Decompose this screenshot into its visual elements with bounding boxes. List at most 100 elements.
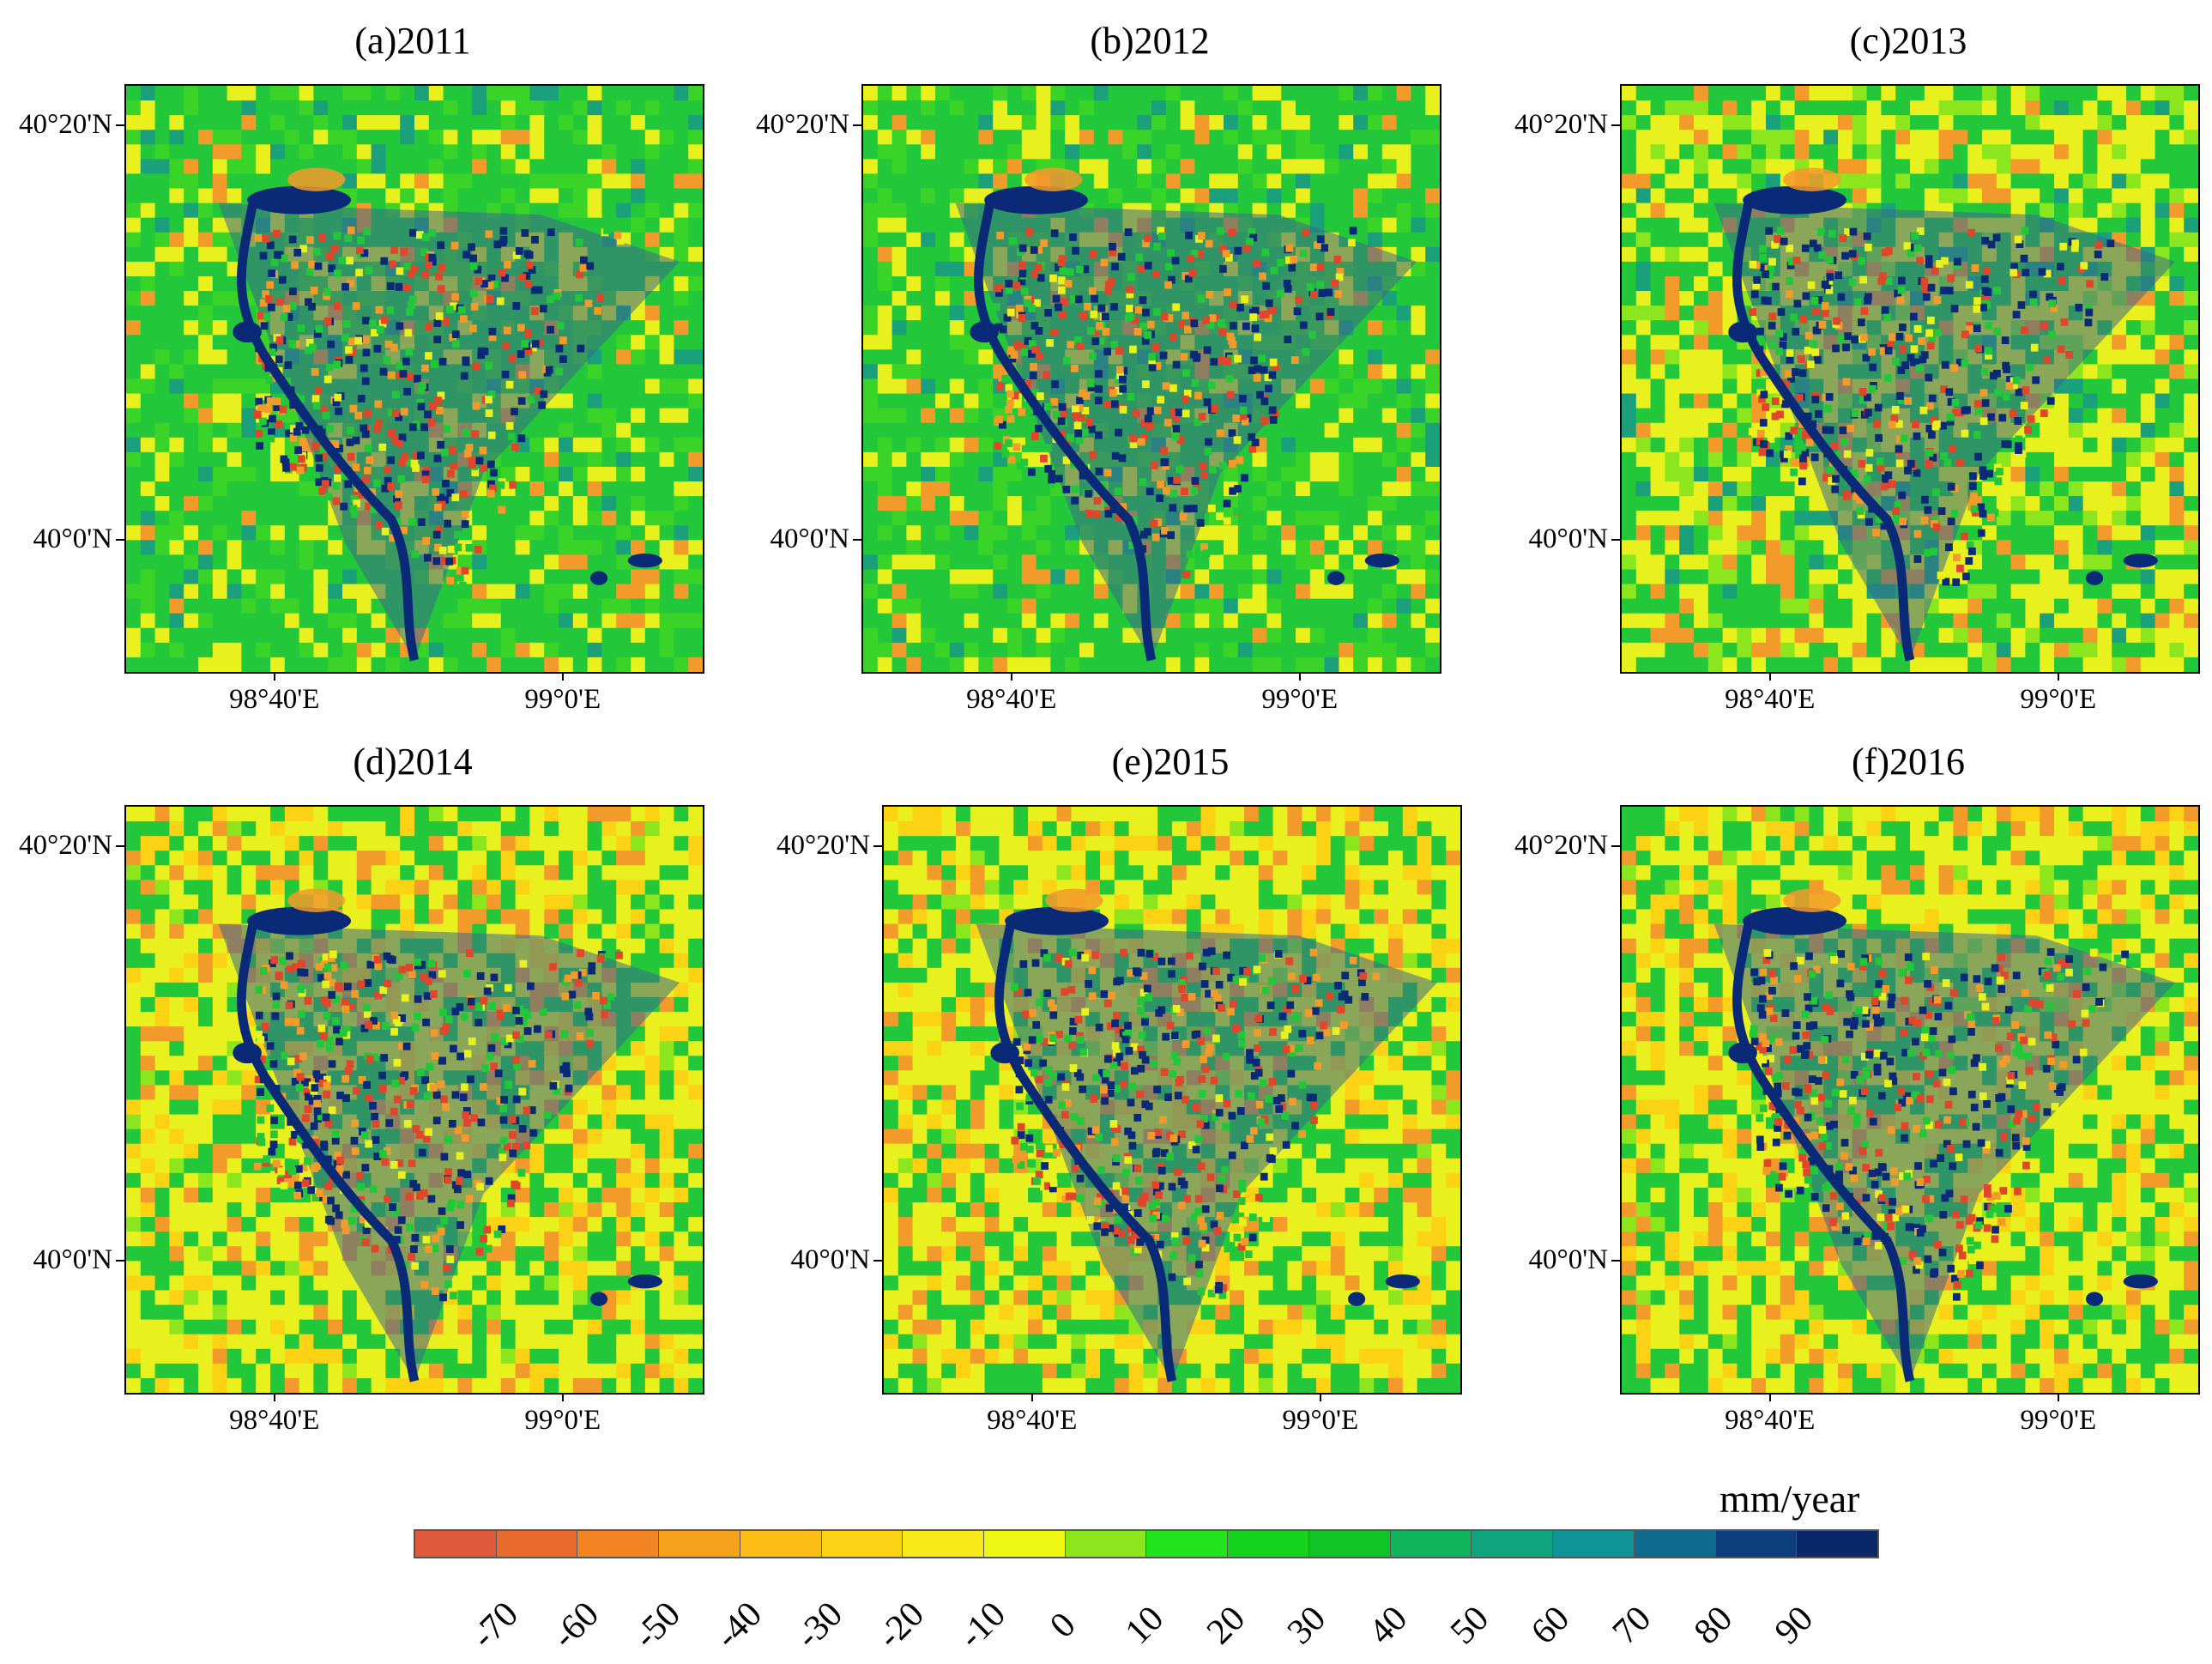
raster-cell <box>184 584 198 600</box>
raster-cell <box>184 452 198 468</box>
raster-cell <box>1353 599 1368 614</box>
raster-cell <box>645 394 660 409</box>
raster-cell <box>906 218 921 233</box>
raster-cell <box>1036 511 1051 526</box>
raster-cell <box>616 452 631 468</box>
raster-cell <box>1036 554 1051 570</box>
raster-cell <box>198 247 213 263</box>
raster-cell <box>342 599 357 614</box>
oasis-pixel <box>1072 247 1079 255</box>
raster-cell <box>1065 614 1079 629</box>
raster-cell <box>878 115 892 130</box>
raster-cell <box>863 335 878 350</box>
oasis-pixel <box>603 227 611 234</box>
oasis-pixel <box>1163 487 1170 495</box>
raster-cell <box>529 130 544 145</box>
raster-cell <box>1939 115 1954 130</box>
raster-cell <box>1122 643 1137 658</box>
lake-shore-warm <box>1024 168 1082 191</box>
raster-cell <box>1353 173 1368 189</box>
raster-cell <box>660 481 674 497</box>
raster-cell <box>372 86 386 101</box>
reservoir <box>1365 554 1399 567</box>
oasis-pixel <box>995 415 1003 423</box>
raster-cell <box>978 173 993 189</box>
oasis-pixel <box>279 276 287 284</box>
raster-cell <box>1339 115 1353 130</box>
raster-cell <box>978 511 993 526</box>
raster-cell <box>1622 233 1636 248</box>
raster-cell <box>906 144 921 160</box>
raster-cell <box>674 203 688 219</box>
raster-cell <box>1982 189 1997 204</box>
raster-cell <box>674 86 688 101</box>
raster-cell <box>1708 189 1723 204</box>
raster-cell <box>1411 115 1425 130</box>
raster-cell <box>213 643 227 658</box>
raster-cell <box>1007 599 1022 614</box>
oasis-pixel <box>414 375 421 383</box>
raster-cell <box>1022 584 1036 600</box>
raster-cell <box>1050 657 1065 672</box>
oasis-pixel <box>1147 408 1155 415</box>
raster-cell <box>241 496 256 511</box>
raster-cell <box>414 86 429 101</box>
raster-cell <box>1397 511 1411 526</box>
raster-cell <box>688 657 703 672</box>
oasis-pixel <box>1348 239 1356 246</box>
raster-cell <box>2097 173 2112 189</box>
oasis-pixel <box>517 350 525 358</box>
raster-cell <box>863 189 878 204</box>
raster-cell <box>241 86 256 101</box>
oasis-pixel <box>1181 487 1188 495</box>
raster-cell <box>256 569 270 584</box>
raster-cell <box>631 496 645 511</box>
raster-cell <box>457 115 472 130</box>
raster-cell <box>141 496 155 511</box>
raster-cell <box>169 628 184 644</box>
raster-cell <box>863 569 878 584</box>
raster-cell <box>588 481 602 497</box>
raster-cell <box>688 569 703 584</box>
raster-cell <box>1310 173 1325 189</box>
raster-cell <box>2011 189 2026 204</box>
raster-cell <box>1636 130 1651 145</box>
oasis-pixel <box>1200 463 1207 470</box>
raster-cell <box>544 481 559 497</box>
raster-cell <box>1339 540 1353 555</box>
oasis-pixel <box>1119 454 1127 462</box>
raster-cell <box>1368 657 1382 672</box>
oasis-pixel <box>436 407 444 414</box>
oasis-pixel <box>1317 235 1325 243</box>
raster-cell <box>141 349 155 365</box>
raster-cell <box>516 159 530 174</box>
raster-cell <box>2126 173 2141 189</box>
raster-cell <box>1166 130 1181 145</box>
raster-cell <box>631 540 645 555</box>
raster-cell <box>2169 159 2184 174</box>
raster-cell <box>213 335 227 350</box>
raster-cell <box>213 364 227 379</box>
raster-cell <box>1022 628 1036 644</box>
raster-cell <box>357 144 372 160</box>
raster-cell <box>1397 394 1411 409</box>
raster-cell <box>1339 599 1353 614</box>
raster-cell <box>1079 614 1094 629</box>
raster-cell <box>1425 511 1440 526</box>
raster-cell <box>921 203 935 219</box>
raster-cell <box>906 320 921 336</box>
raster-cell <box>616 584 631 600</box>
raster-cell <box>155 452 170 468</box>
oasis-pixel <box>586 262 594 269</box>
raster-cell <box>299 599 314 614</box>
oasis-pixel <box>358 395 366 402</box>
raster-cell <box>1325 218 1339 233</box>
raster-cell <box>964 511 979 526</box>
raster-cell <box>1137 189 1151 204</box>
raster-cell <box>674 349 688 365</box>
raster-cell <box>1925 144 1939 160</box>
raster-cell <box>993 481 1007 497</box>
oasis-pixel <box>398 459 406 467</box>
oasis-pixel <box>1018 408 1025 416</box>
raster-cell <box>184 628 198 644</box>
